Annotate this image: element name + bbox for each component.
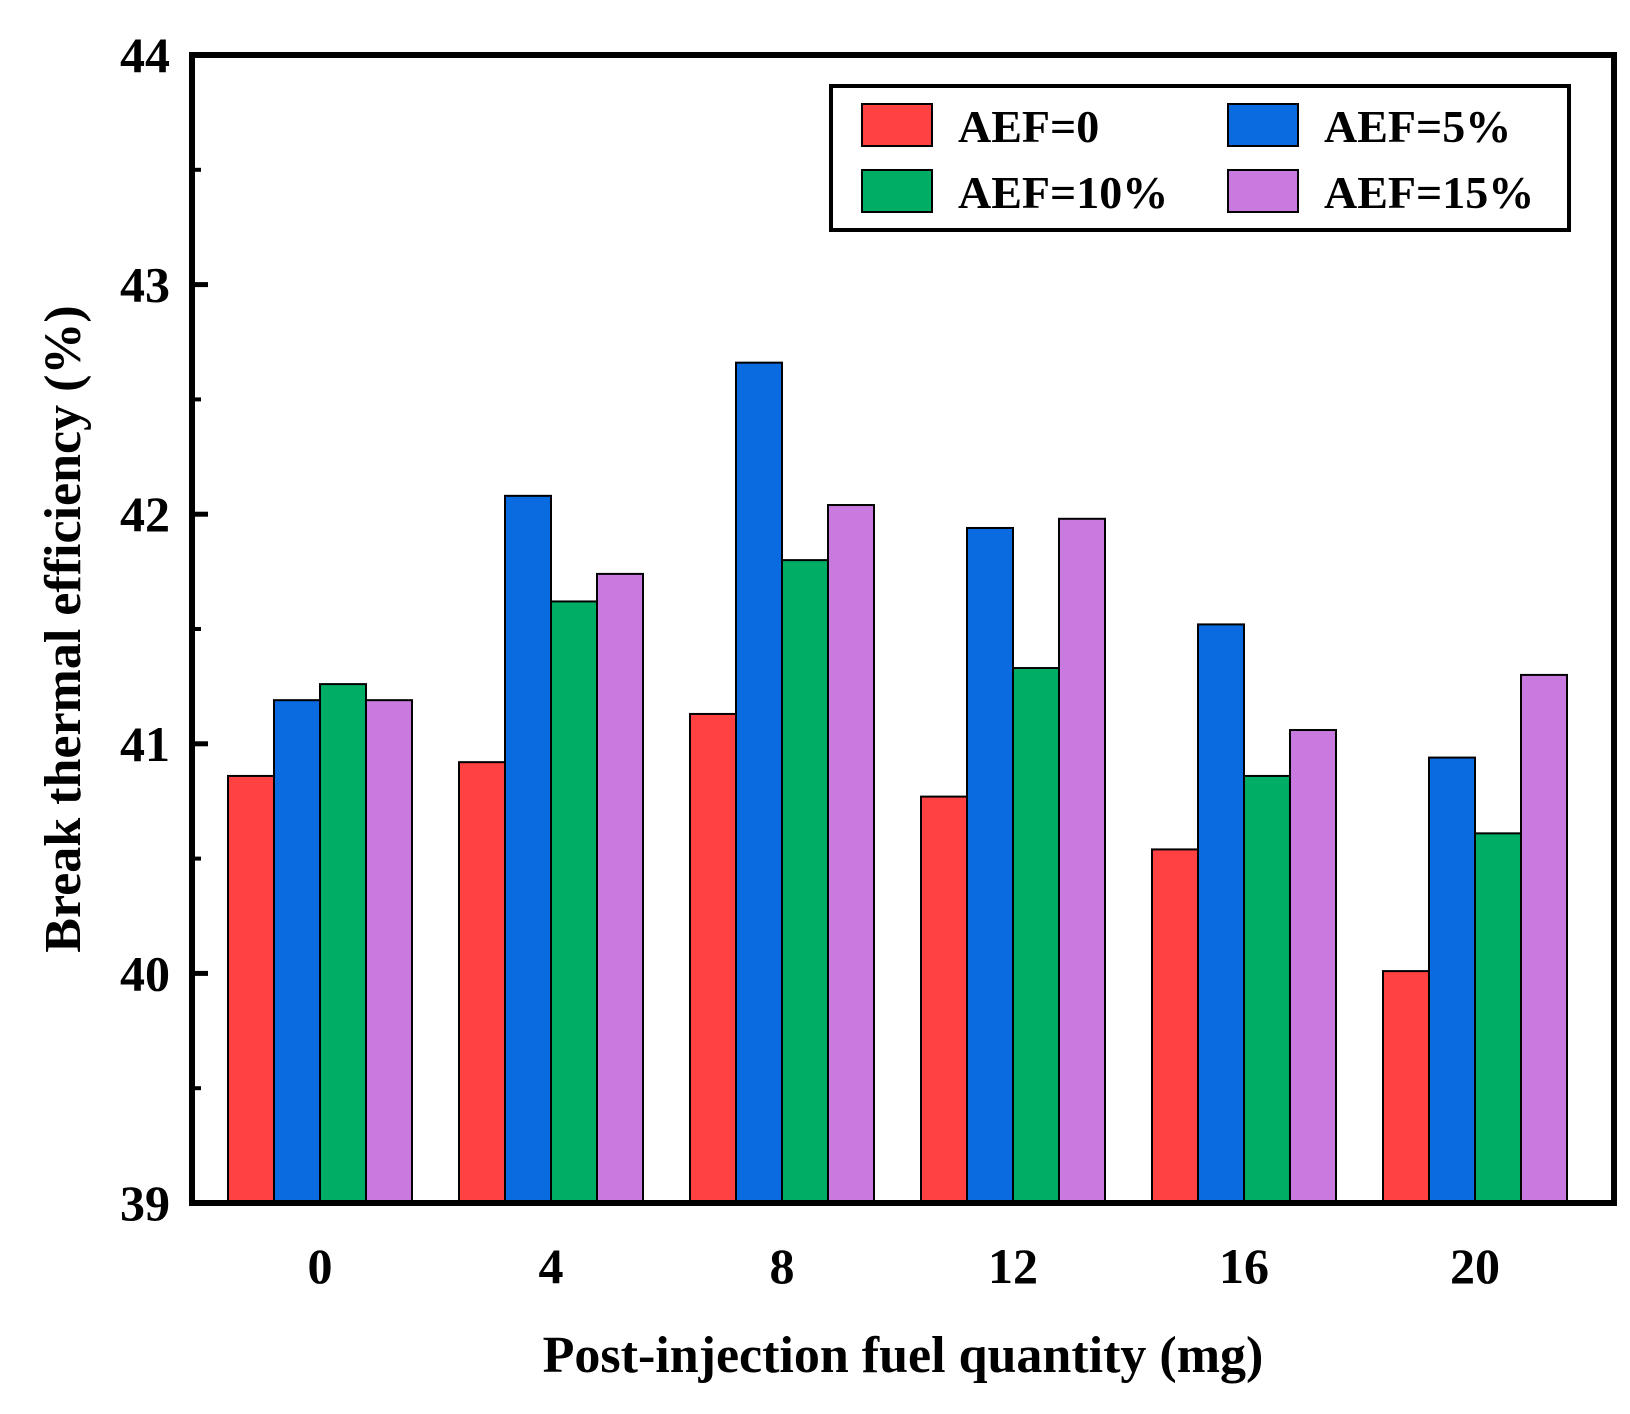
legend-swatch-AEF=15%: [1227, 169, 1299, 213]
bar-AEF=0-20: [1382, 970, 1430, 1204]
bar-AEF=15%-16: [1289, 729, 1337, 1204]
x-tick-label: 12: [988, 1238, 1038, 1294]
y-axis: 39 40 41 42 43 44: [120, 27, 208, 1231]
x-tick-label: 8: [770, 1238, 795, 1294]
legend: AEF=0 AEF=5% AEF=10% AEF=15%: [829, 84, 1571, 232]
bar-AEF=10%-0: [319, 683, 367, 1204]
bar-AEF=0-0: [227, 774, 275, 1204]
y-tick-label: 42: [120, 486, 170, 542]
x-tick-label: 4: [539, 1238, 564, 1294]
bar-AEF=15%-8: [827, 504, 875, 1204]
x-tick-label: 20: [1450, 1238, 1500, 1294]
bar-AEF=10%-12: [1012, 667, 1060, 1204]
x-axis: 0 4 8 12 16 20: [308, 1238, 1501, 1294]
bar-AEF=10%-8: [781, 559, 829, 1204]
legend-swatch-AEF=5%: [1227, 103, 1299, 147]
legend-label-AEF=0: AEF=0: [958, 101, 1099, 152]
legend-box: [829, 84, 1571, 232]
y-tick-label: 41: [120, 716, 170, 772]
y-tick-label: 43: [120, 257, 170, 313]
bar-AEF=5%-16: [1197, 623, 1245, 1204]
x-axis-title: Post-injection fuel quantity (mg): [543, 1327, 1264, 1384]
legend-label-AEF=15%: AEF=15%: [1324, 167, 1534, 218]
bars-layer: [227, 361, 1568, 1205]
bar-AEF=0-12: [920, 795, 968, 1204]
bar-AEF=5%-4: [504, 494, 552, 1205]
y-tick-label: 40: [120, 945, 170, 1001]
bar-AEF=0-8: [689, 712, 737, 1205]
y-axis-title: Break thermal efficiency (%): [35, 305, 92, 952]
legend-swatch-AEF=0: [861, 103, 933, 147]
bar-AEF=10%-16: [1243, 774, 1291, 1204]
x-tick-label: 16: [1219, 1238, 1269, 1294]
legend-label-AEF=10%: AEF=10%: [958, 167, 1168, 218]
bar-AEF=15%-4: [596, 572, 644, 1204]
bar-AEF=0-16: [1151, 848, 1199, 1205]
bar-AEF=5%-0: [273, 699, 321, 1205]
bar-AEF=10%-20: [1474, 832, 1522, 1204]
x-tick-label: 0: [308, 1238, 333, 1294]
bar-AEF=10%-4: [550, 600, 598, 1204]
y-tick-label: 44: [120, 27, 170, 83]
legend-swatch-AEF=10%: [861, 169, 933, 213]
bar-AEF=5%-12: [966, 526, 1014, 1204]
bar-AEF=15%-12: [1058, 517, 1106, 1204]
legend-label-AEF=5%: AEF=5%: [1324, 101, 1511, 152]
bar-AEF=15%-0: [365, 699, 413, 1205]
bar-AEF=5%-20: [1428, 756, 1476, 1204]
bar-AEF=0-4: [458, 761, 506, 1205]
bar-AEF=5%-8: [735, 361, 783, 1204]
y-tick-label: 39: [120, 1175, 170, 1231]
bar-AEF=15%-20: [1520, 673, 1568, 1204]
